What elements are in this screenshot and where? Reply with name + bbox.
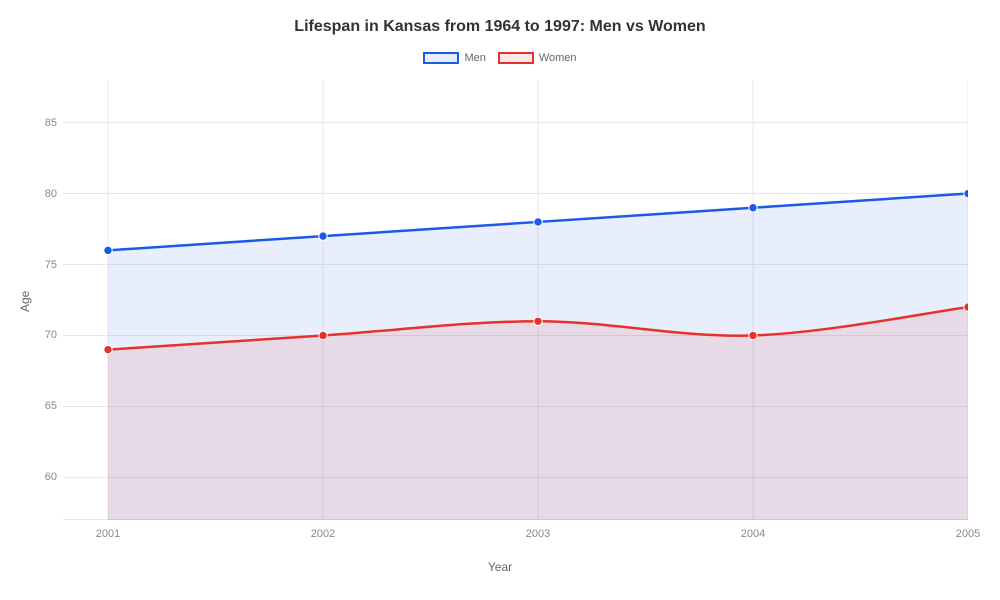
y-tick-label: 60: [27, 471, 57, 483]
series-point-women[interactable]: [749, 331, 757, 339]
chart-svg: [63, 80, 968, 520]
y-tick-label: 85: [27, 117, 57, 129]
legend-label-women: Women: [539, 52, 577, 64]
x-tick-label: 2001: [78, 528, 138, 540]
y-axis-label: Age: [18, 291, 32, 312]
y-tick-label: 65: [27, 400, 57, 412]
x-tick-label: 2005: [938, 528, 998, 540]
chart-container: Lifespan in Kansas from 1964 to 1997: Me…: [0, 0, 1000, 600]
series-point-men[interactable]: [964, 189, 968, 197]
x-tick-label: 2004: [723, 528, 783, 540]
x-tick-label: 2002: [293, 528, 353, 540]
legend-label-men: Men: [464, 52, 485, 64]
series-point-women[interactable]: [964, 303, 968, 311]
y-tick-label: 75: [27, 259, 57, 271]
series-point-men[interactable]: [749, 204, 757, 212]
series-point-women[interactable]: [319, 331, 327, 339]
legend: Men Women: [0, 52, 1000, 64]
legend-item-women[interactable]: Women: [498, 52, 577, 64]
legend-swatch-women: [498, 52, 534, 64]
series-point-women[interactable]: [534, 317, 542, 325]
series-point-men[interactable]: [319, 232, 327, 240]
series-point-men[interactable]: [534, 218, 542, 226]
legend-swatch-men: [423, 52, 459, 64]
legend-item-men[interactable]: Men: [423, 52, 485, 64]
chart-title: Lifespan in Kansas from 1964 to 1997: Me…: [0, 18, 1000, 36]
y-tick-label: 70: [27, 329, 57, 341]
plot-area: [63, 80, 968, 520]
x-tick-label: 2003: [508, 528, 568, 540]
series-point-men[interactable]: [104, 246, 112, 254]
series-point-women[interactable]: [104, 345, 112, 353]
y-tick-label: 80: [27, 188, 57, 200]
x-axis-label: Year: [0, 560, 1000, 574]
